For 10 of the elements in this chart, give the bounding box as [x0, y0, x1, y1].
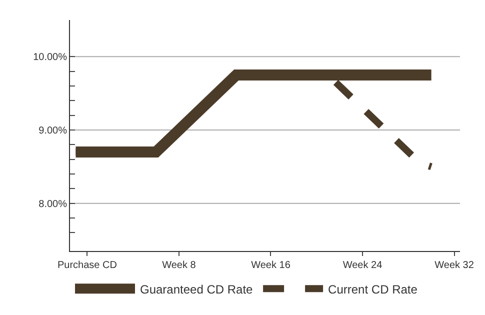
y-tick-label: 8.00% [38, 198, 68, 210]
y-tick-label: 10.00% [33, 52, 68, 64]
legend-label: Current CD Rate [328, 282, 418, 296]
x-tick-label: Week 24 [342, 260, 383, 271]
x-tick-label: Week 32 [434, 260, 474, 271]
x-tick-label: Week 8 [162, 260, 196, 271]
x-tick-label: Week 16 [251, 260, 291, 271]
x-tick-label: Purchase CD [57, 260, 117, 271]
y-tick-label: 9.00% [38, 126, 68, 136]
legend-label: Guaranteed CD Rate [140, 282, 254, 296]
